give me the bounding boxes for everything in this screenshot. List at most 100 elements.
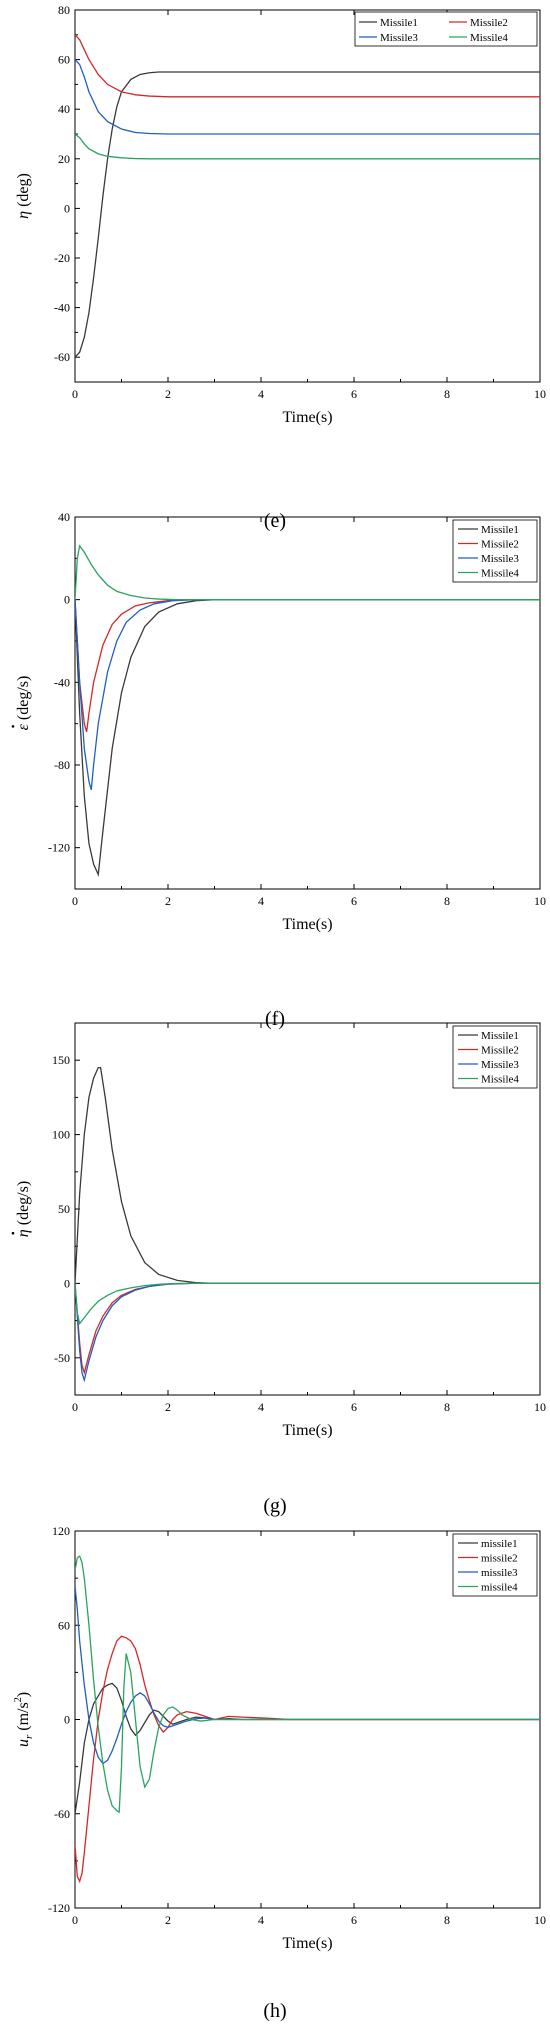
plot-frame xyxy=(74,9,541,383)
y-axis-unit: (deg/s) xyxy=(15,1181,32,1229)
legend-label: Missile1 xyxy=(481,1030,519,1042)
x-tick-label: 4 xyxy=(258,387,264,401)
x-axis-title: Time(s) xyxy=(282,409,332,426)
y-axis-symbol: η xyxy=(15,211,32,219)
chart-panel-2: 0 2 4 6 8 10400-40-80-120Missile1Missile2Miss… xyxy=(11,510,546,1030)
legend-label: Missile2 xyxy=(481,539,519,551)
panel-caption: (f) xyxy=(265,1008,285,1030)
y-tick-label: -40 xyxy=(54,301,70,315)
x-tick-label: 10 xyxy=(534,387,546,401)
x-tick-label: 0 xyxy=(72,387,78,401)
legend-label: Missile1 xyxy=(481,524,519,536)
svg-text:ε (deg/s): ε (deg/s) xyxy=(15,676,32,731)
legend-label: Missile2 xyxy=(481,1045,519,1057)
y-axis-title: η (deg) xyxy=(15,173,32,219)
legend-label: Missile4 xyxy=(481,1074,519,1086)
series-line-missile1 xyxy=(75,599,540,877)
series-line-missile1 xyxy=(75,71,540,358)
y-tick-label: -40 xyxy=(54,675,70,689)
series-line-missile4 xyxy=(75,1555,540,1814)
series-line-missile4 xyxy=(75,544,540,601)
x-axis-title: Time(s) xyxy=(282,916,332,933)
legend-label: Missile3 xyxy=(481,1059,519,1071)
series-line-missile3 xyxy=(75,599,540,790)
y-tick-label: 0 xyxy=(64,1276,70,1290)
x-axis-title: Time(s) xyxy=(282,1935,332,1952)
y-tick-label: 120 xyxy=(52,1524,70,1538)
y-axis-unit: (m/s xyxy=(15,1702,32,1734)
y-tick-label: 0 xyxy=(64,593,70,607)
x-tick-label: 6 xyxy=(351,1400,357,1414)
legend-label: Missile1 xyxy=(380,17,418,29)
x-tick-label: 2 xyxy=(165,894,171,908)
x-tick-label: 8 xyxy=(444,1400,450,1414)
y-axis-symbol: η xyxy=(15,1229,32,1237)
y-tick-label: -60 xyxy=(54,350,70,364)
legend-box xyxy=(452,1025,538,1089)
y-tick-label: 60 xyxy=(58,53,70,67)
legend-label: Missile4 xyxy=(481,568,519,580)
y-tick-label: 50 xyxy=(58,1202,70,1216)
y-axis-symbol: u xyxy=(15,1739,32,1747)
legend-label: Missile3 xyxy=(380,32,418,44)
y-tick-label: 100 xyxy=(52,1128,70,1142)
legend-label: Missile3 xyxy=(481,553,519,565)
svg-text:ur (m/s2): ur (m/s2) xyxy=(13,1692,35,1747)
x-tick-label: 2 xyxy=(165,1400,171,1414)
legend-box xyxy=(452,1533,538,1597)
y-axis-title: ε (deg/s) xyxy=(11,676,32,731)
x-tick-label: 8 xyxy=(444,894,450,908)
x-tick-label: 0 xyxy=(72,894,78,908)
y-axis-symbol: ε xyxy=(15,723,32,730)
y-axis-unit-sup: 2 xyxy=(13,1697,24,1702)
legend-label: missile1 xyxy=(481,1538,518,1550)
y-tick-label: -120 xyxy=(48,841,70,855)
x-tick-label: 0 xyxy=(72,1913,78,1927)
x-tick-label: 6 xyxy=(351,387,357,401)
x-tick-label: 4 xyxy=(258,1913,264,1927)
series-line-missile3 xyxy=(75,59,540,135)
y-axis-unit: (deg) xyxy=(15,173,32,211)
y-axis-unit-close: ) xyxy=(15,1692,32,1697)
y-axis-title: ur (m/s2) xyxy=(13,1692,35,1747)
y-tick-label: 60 xyxy=(58,1618,70,1632)
panel-caption: (g) xyxy=(263,1495,286,1517)
x-tick-label: 4 xyxy=(258,1400,264,1414)
y-tick-label: -50 xyxy=(54,1351,70,1365)
y-tick-label: 150 xyxy=(52,1053,70,1067)
legend-label: missile3 xyxy=(481,1567,518,1579)
y-tick-label: -60 xyxy=(54,1807,70,1821)
y-tick-label: 20 xyxy=(58,152,70,166)
x-tick-label: 6 xyxy=(351,894,357,908)
dot-accent xyxy=(11,1231,15,1235)
legend-label: missile2 xyxy=(481,1553,518,1565)
legend-box xyxy=(452,519,538,583)
svg-text:η (deg/s): η (deg/s) xyxy=(15,1181,32,1237)
legend: Missile1 Missile2 Missile3 Missile4 xyxy=(452,519,538,583)
svg-text:η (deg): η (deg) xyxy=(15,173,32,219)
series-line-missile3 xyxy=(75,1282,540,1383)
x-tick-label: 6 xyxy=(351,1913,357,1927)
y-tick-label: 0 xyxy=(64,1713,70,1727)
x-tick-label: 10 xyxy=(534,1400,546,1414)
series-line-missile1 xyxy=(75,1682,540,1814)
legend: Missile1 Missile2 Missile3 Missile4 xyxy=(354,11,538,47)
x-tick-label: 4 xyxy=(258,894,264,908)
y-tick-label: -20 xyxy=(54,251,70,265)
legend: Missile1 Missile2 Missile3 Missile4 xyxy=(452,1025,538,1089)
series-line-missile2 xyxy=(75,599,540,733)
x-axis-title: Time(s) xyxy=(282,1422,332,1439)
dot-accent xyxy=(11,725,15,728)
series-line-missile2 xyxy=(75,1635,540,1884)
y-tick-label: 0 xyxy=(64,201,70,215)
y-axis-subscript: r xyxy=(23,1734,35,1739)
series-line-missile1 xyxy=(75,1066,540,1285)
panel-caption: (h) xyxy=(263,2000,286,2022)
y-tick-label: 40 xyxy=(58,510,70,524)
series-line-missile2 xyxy=(75,1282,540,1376)
legend-label: Missile2 xyxy=(470,17,508,29)
panel-caption: (e) xyxy=(264,510,286,532)
series-line-missile4 xyxy=(75,1282,540,1326)
